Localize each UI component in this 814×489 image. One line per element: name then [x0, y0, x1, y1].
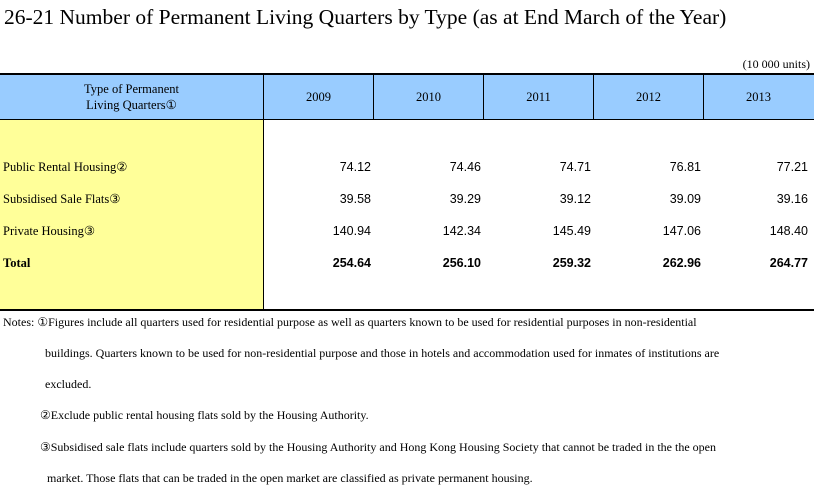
table-cell: 254.64: [332, 256, 371, 270]
table-cell: 262.96: [662, 256, 701, 270]
row-label: Public Rental Housing②: [3, 160, 128, 174]
table-cell: 140.94: [332, 224, 371, 238]
table-cell: 39.16: [776, 192, 808, 206]
page-title: 26-21 Number of Permanent Living Quarter…: [4, 5, 727, 29]
table-cell: 39.12: [559, 192, 591, 206]
table-cell: 77.21: [776, 160, 808, 174]
note-3-line-2: market. Those flats that can be traded i…: [47, 471, 533, 485]
column-divider: [483, 75, 484, 119]
table-cell: 264.77: [769, 256, 808, 270]
table-cell: 74.46: [449, 160, 481, 174]
header-year: 2013: [746, 90, 771, 104]
header-year: 2012: [636, 90, 661, 104]
header-type-of-quarters: Type of Permanent Living Quarters①: [0, 75, 263, 119]
column-divider: [593, 75, 594, 119]
row-label-column: [0, 120, 263, 309]
header-year: 2010: [416, 90, 441, 104]
note-2: ②Exclude public rental housing flats sol…: [40, 408, 369, 422]
table-cell: 39.29: [449, 192, 481, 206]
table-cell: 76.81: [669, 160, 701, 174]
header-year: 2009: [306, 90, 331, 104]
column-divider: [703, 75, 704, 119]
note-1-line-3: excluded.: [45, 377, 92, 391]
note-1-line-1: Notes: ①Figures include all quarters use…: [3, 315, 697, 329]
table-header-band: [0, 75, 814, 120]
column-divider: [263, 75, 264, 309]
table-cell: 74.12: [339, 160, 371, 174]
table-bottom-rule: [0, 309, 814, 311]
header-type-of-quarters-label: Type of Permanent Living Quarters①: [84, 82, 179, 112]
table-cell: 256.10: [442, 256, 481, 270]
table-cell: 147.06: [662, 224, 701, 238]
header-year: 2011: [526, 90, 551, 104]
row-label: Total: [3, 256, 31, 270]
table-cell: 145.49: [552, 224, 591, 238]
table-cell: 74.71: [559, 160, 591, 174]
units-label: (10 000 units): [742, 57, 810, 71]
table-top-rule: [0, 73, 814, 75]
table-cell: 148.40: [769, 224, 808, 238]
row-label: Private Housing③: [3, 224, 96, 238]
column-divider: [373, 75, 374, 119]
table-cell: 259.32: [552, 256, 591, 270]
table-cell: 39.58: [339, 192, 371, 206]
table-cell: 142.34: [442, 224, 481, 238]
note-3-line-1: ③Subsidised sale flats include quarters …: [40, 440, 716, 454]
table-cell: 39.09: [669, 192, 701, 206]
note-1-line-2: buildings. Quarters known to be used for…: [45, 346, 720, 360]
row-label: Subsidised Sale Flats③: [3, 192, 121, 206]
